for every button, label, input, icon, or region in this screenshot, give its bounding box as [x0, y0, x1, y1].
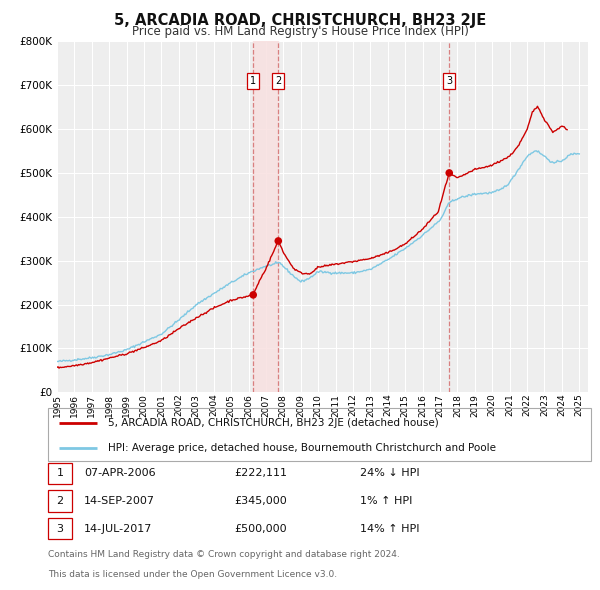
- Text: Price paid vs. HM Land Registry's House Price Index (HPI): Price paid vs. HM Land Registry's House …: [131, 25, 469, 38]
- Point: [274, 236, 283, 245]
- Text: This data is licensed under the Open Government Licence v3.0.: This data is licensed under the Open Gov…: [48, 571, 337, 579]
- Text: 14-SEP-2007: 14-SEP-2007: [84, 496, 155, 506]
- Text: 1: 1: [250, 76, 256, 86]
- Bar: [253, 41, 278, 392]
- Point: [445, 168, 454, 178]
- Text: 14-JUL-2017: 14-JUL-2017: [84, 524, 152, 533]
- Text: 3: 3: [56, 524, 64, 533]
- Text: 24% ↓ HPI: 24% ↓ HPI: [360, 468, 419, 478]
- Text: 3: 3: [446, 76, 452, 86]
- Text: 1% ↑ HPI: 1% ↑ HPI: [360, 496, 412, 506]
- Text: 5, ARCADIA ROAD, CHRISTCHURCH, BH23 2JE: 5, ARCADIA ROAD, CHRISTCHURCH, BH23 2JE: [114, 13, 486, 28]
- Text: 1: 1: [56, 468, 64, 478]
- Text: 2: 2: [275, 76, 281, 86]
- Text: Contains HM Land Registry data © Crown copyright and database right 2024.: Contains HM Land Registry data © Crown c…: [48, 550, 400, 559]
- Text: HPI: Average price, detached house, Bournemouth Christchurch and Poole: HPI: Average price, detached house, Bour…: [108, 442, 496, 453]
- Text: 07-APR-2006: 07-APR-2006: [84, 468, 155, 478]
- Text: £222,111: £222,111: [234, 468, 287, 478]
- Text: £500,000: £500,000: [234, 524, 287, 533]
- Text: 5, ARCADIA ROAD, CHRISTCHURCH, BH23 2JE (detached house): 5, ARCADIA ROAD, CHRISTCHURCH, BH23 2JE …: [108, 418, 439, 428]
- Text: 14% ↑ HPI: 14% ↑ HPI: [360, 524, 419, 533]
- Text: £345,000: £345,000: [234, 496, 287, 506]
- Point: [248, 290, 258, 300]
- Text: 2: 2: [56, 496, 64, 506]
